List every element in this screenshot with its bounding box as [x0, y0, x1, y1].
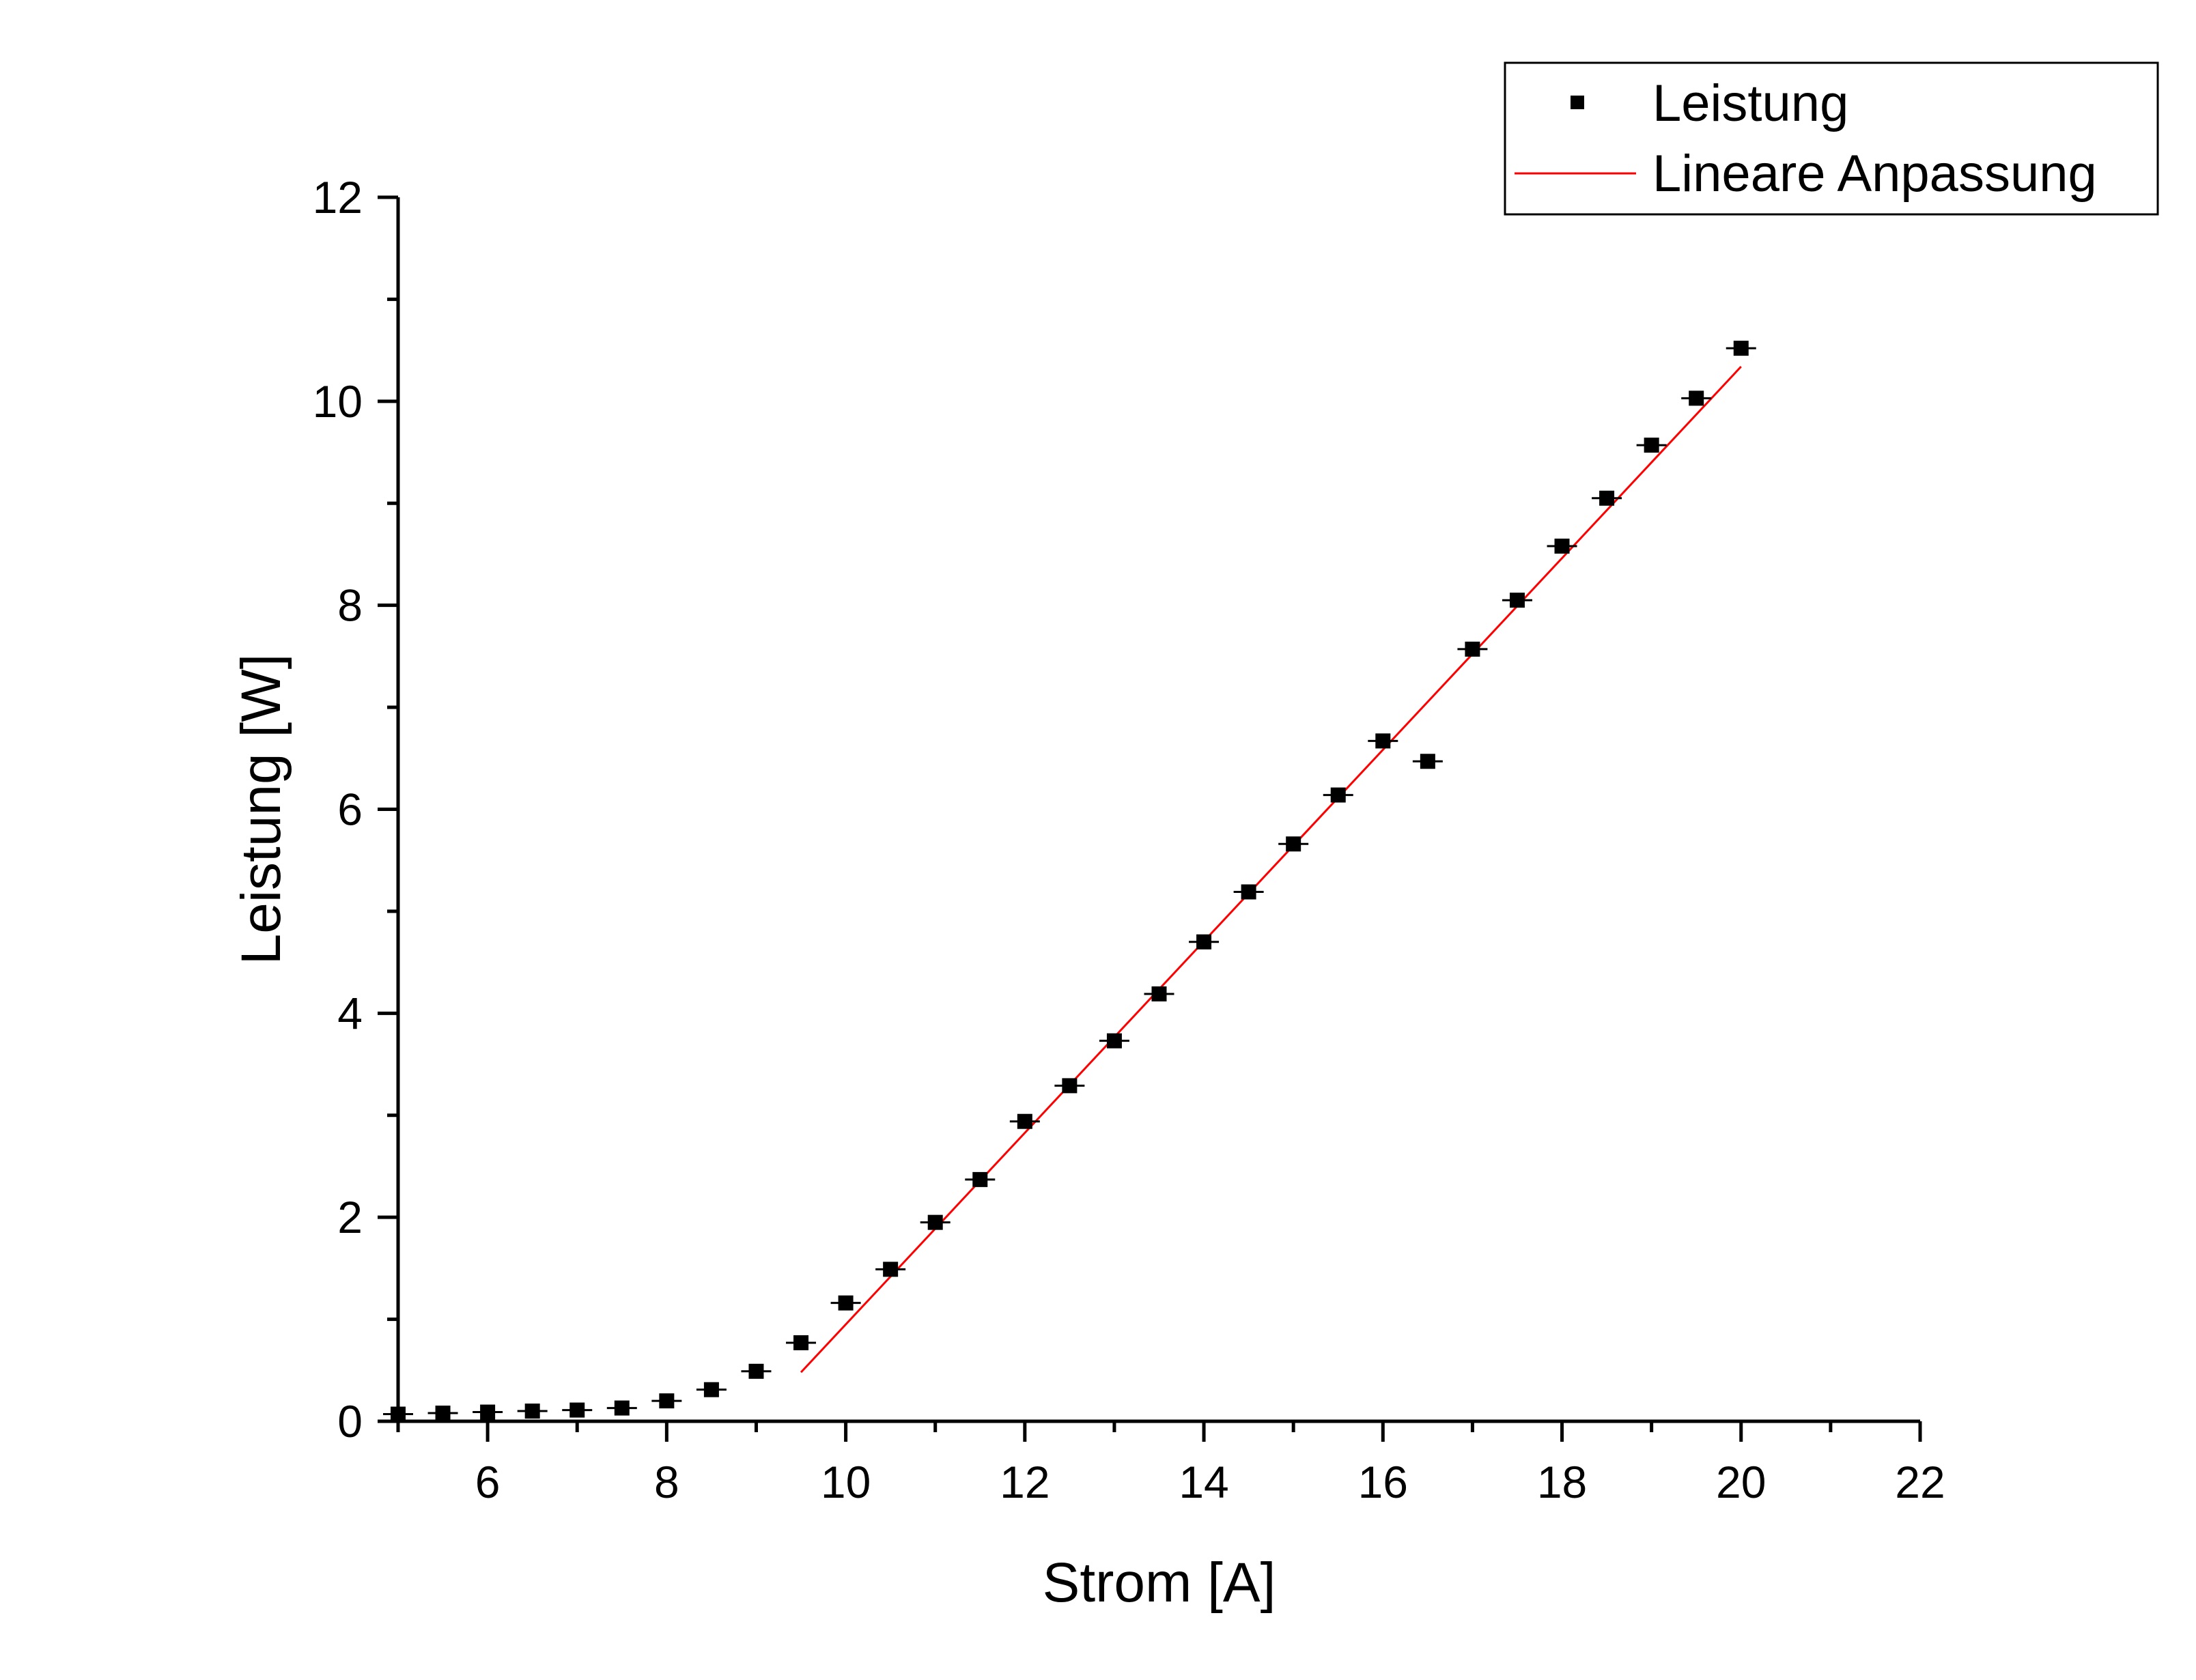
data-point	[927, 1214, 943, 1230]
data-point	[480, 1404, 496, 1420]
data-point	[1689, 390, 1704, 406]
data-point	[748, 1363, 764, 1379]
data-point	[1286, 836, 1301, 852]
data-point	[1151, 986, 1167, 1001]
y-tick-label: 0	[337, 1396, 363, 1447]
data-point	[659, 1393, 675, 1409]
data-point	[1420, 754, 1435, 769]
data-point	[1509, 593, 1525, 608]
data-point	[1733, 341, 1749, 356]
y-tick-label: 10	[313, 376, 363, 427]
x-tick-label: 18	[1537, 1457, 1587, 1507]
data-point	[614, 1400, 630, 1416]
data-point	[1465, 641, 1480, 657]
y-tick-label: 4	[337, 988, 363, 1038]
data-point	[569, 1402, 585, 1418]
data-point	[1375, 733, 1391, 749]
data-point	[1241, 884, 1256, 900]
y-tick-label: 2	[337, 1192, 363, 1242]
legend: Leistung Lineare Anpassung	[1504, 61, 2159, 216]
data-point	[1599, 490, 1615, 506]
y-tick-label: 12	[313, 172, 363, 223]
x-tick-label: 12	[1000, 1457, 1050, 1507]
data-point	[1106, 1033, 1122, 1049]
data-point	[883, 1262, 899, 1277]
x-tick-label: 14	[1179, 1457, 1228, 1507]
data-point	[391, 1406, 406, 1422]
data-point	[524, 1404, 540, 1419]
x-tick-label: 10	[821, 1457, 871, 1507]
data-point	[1330, 787, 1346, 803]
fit-line-layer	[800, 366, 1742, 1373]
y-tick-label: 8	[337, 580, 363, 631]
x-tick-label: 6	[475, 1457, 501, 1507]
axes: 6 8 10 12 14 16 18 20 22 0 2 4 6 8 10 12	[313, 172, 1945, 1507]
x-tick-label: 8	[654, 1457, 679, 1507]
data-points-layer	[383, 341, 1756, 1422]
data-point	[838, 1295, 854, 1311]
x-tick-label: 16	[1358, 1457, 1408, 1507]
y-tick-label: 6	[337, 784, 363, 835]
fit-line	[800, 366, 1742, 1373]
data-point	[435, 1406, 451, 1421]
x-tick-label: 20	[1716, 1457, 1766, 1507]
y-axis-title: Leistung [W]	[230, 654, 292, 965]
data-point	[972, 1171, 988, 1187]
data-point	[1062, 1078, 1078, 1094]
legend-marker-leistung	[1571, 96, 1584, 109]
x-tick-label: 22	[1895, 1457, 1945, 1507]
legend-label-lineare-anpassung: Lineare Anpassung	[1652, 145, 2097, 203]
data-point	[703, 1382, 719, 1397]
legend-box	[1504, 61, 2159, 216]
data-point	[793, 1335, 809, 1350]
legend-label-leistung: Leistung	[1652, 74, 1848, 132]
x-axis-title: Strom [A]	[1043, 1552, 1276, 1614]
data-point	[1644, 438, 1659, 453]
data-point	[1017, 1113, 1032, 1129]
data-point	[1554, 539, 1570, 554]
data-point	[1196, 934, 1212, 950]
